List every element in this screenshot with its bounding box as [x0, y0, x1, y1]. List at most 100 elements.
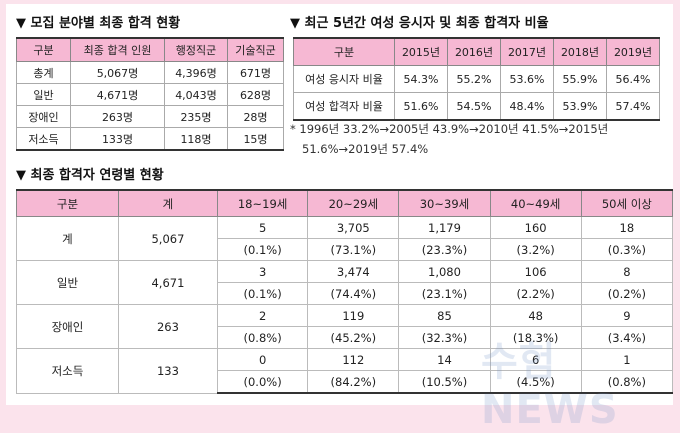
- table-header: 구분: [16, 37, 71, 62]
- count-cell: 0: [216, 348, 309, 371]
- history-note: * 1996년 33.2%→2005년 43.9%→2010년 41.5%→20…: [290, 119, 680, 159]
- table-cell: 55.9%: [553, 65, 607, 93]
- table-row: 계 5,067 5 3,705 1,179 160 18: [16, 216, 674, 261]
- table-cell: 여성 합격자 비율: [293, 92, 395, 121]
- count-cell: 48: [489, 304, 582, 327]
- section3-title: ▼ 최종 합격자 연령별 현황: [16, 168, 164, 183]
- table-header: 30~39세: [398, 189, 491, 217]
- pct-cell: (74.4%): [307, 282, 400, 305]
- row-total: 133: [117, 348, 219, 394]
- table-cell: 57.4%: [606, 92, 660, 121]
- pct-cell: (45.2%): [307, 326, 400, 349]
- count-cell: 9: [580, 304, 674, 327]
- table-row: 여성 합격자 비율 51.6% 54.5% 48.4% 53.9% 57.4%: [293, 92, 660, 121]
- table-cell: 53.9%: [553, 92, 607, 121]
- count-cell: 6: [489, 348, 582, 371]
- count-cell: 3,474: [307, 260, 400, 283]
- table-row: (0.0%) (84.2%) (10.5%) (4.5%) (0.8%): [17, 370, 674, 394]
- table-header: 구분: [16, 189, 119, 217]
- count-cell: 112: [307, 348, 400, 371]
- count-cell: 1,080: [398, 260, 491, 283]
- table-header: 40~49세: [489, 189, 582, 217]
- table-row: 장애인 263명 235명 28명: [16, 105, 284, 128]
- row-total: 263: [117, 304, 219, 349]
- table-cell: 263명: [70, 105, 165, 128]
- pct-cell: (0.0%): [216, 370, 309, 394]
- table-cell: 56.4%: [606, 65, 660, 93]
- table-header: 20~29세: [307, 189, 400, 217]
- pct-cell: (0.2%): [580, 282, 674, 305]
- pct-cell: (4.5%): [489, 370, 582, 394]
- table-row: (0.8%) (45.2%) (32.3%) (18.3%) (3.4%): [17, 326, 674, 349]
- table-header: 2015년: [394, 37, 448, 66]
- count-cell: 160: [489, 216, 582, 239]
- table-row: 일반 4,671명 4,043명 628명: [16, 83, 284, 106]
- row-total: 4,671: [117, 260, 219, 305]
- table-cell: 5,067명: [70, 61, 165, 84]
- note-line: 51.6%→2019년 57.4%: [302, 142, 429, 156]
- female-ratio-table: 구분 2015년 2016년 2017년 2018년 2019년 여성 응시자 …: [293, 37, 660, 121]
- table-cell: 일반: [16, 83, 71, 106]
- table-header: 2016년: [447, 37, 501, 66]
- count-cell: 1: [580, 348, 674, 371]
- table-header: 최종 합격 인원: [70, 37, 165, 62]
- table-cell: 54.5%: [447, 92, 501, 121]
- content-panel: ▼ 모집 분야별 최종 합격 현황 구분 최종 합격 인원 행정직군 기술직군 …: [6, 4, 674, 433]
- count-cell: 3,705: [307, 216, 400, 239]
- table-cell: 54.3%: [394, 65, 448, 93]
- table-row: (0.1%) (73.1%) (23.3%) (3.2%) (0.3%): [17, 238, 674, 261]
- pct-cell: (0.3%): [580, 238, 674, 261]
- pct-cell: (0.8%): [580, 370, 674, 394]
- table-cell: 53.6%: [500, 65, 554, 93]
- table-row: 장애인 263 2 119 85 48 9: [16, 304, 674, 349]
- table-cell: 4,671명: [70, 83, 165, 106]
- pct-cell: (18.3%): [489, 326, 582, 349]
- table-header: 50세 이상: [580, 189, 674, 217]
- pct-cell: (23.3%): [398, 238, 491, 261]
- count-cell: 119: [307, 304, 400, 327]
- table-cell: 55.2%: [447, 65, 501, 93]
- table-row: 일반 4,671 3 3,474 1,080 106 8: [16, 260, 674, 305]
- pct-cell: (10.5%): [398, 370, 491, 394]
- table-cell: 여성 응시자 비율: [293, 65, 395, 93]
- count-cell: 2: [216, 304, 309, 327]
- table-header: 2019년: [606, 37, 660, 66]
- table-row: 저소득 133명 118명 15명: [16, 127, 284, 151]
- table-cell: 4,396명: [164, 61, 228, 84]
- table-cell: 51.6%: [394, 92, 448, 121]
- section1-title: ▼ 모집 분야별 최종 합격 현황: [16, 16, 181, 31]
- recruit-field-table: 구분 최종 합격 인원 행정직군 기술직군 총계 5,067명 4,396명 6…: [16, 37, 284, 151]
- count-cell: 85: [398, 304, 491, 327]
- table-row: (0.1%) (74.4%) (23.1%) (2.2%) (0.2%): [17, 282, 674, 305]
- table-header: 2018년: [553, 37, 607, 66]
- count-cell: 8: [580, 260, 674, 283]
- table-cell: 저소득: [16, 127, 71, 151]
- row-label: 장애인: [16, 304, 119, 349]
- table-cell: 28명: [227, 105, 284, 128]
- pct-cell: (0.1%): [216, 282, 309, 305]
- pct-cell: (0.8%): [216, 326, 309, 349]
- table-header: 계: [117, 189, 219, 217]
- row-label: 계: [16, 216, 119, 261]
- table-header: 행정직군: [164, 37, 228, 62]
- table-cell: 48.4%: [500, 92, 554, 121]
- pct-cell: (0.1%): [216, 238, 309, 261]
- table-cell: 235명: [164, 105, 228, 128]
- table-cell: 15명: [227, 127, 284, 151]
- pct-cell: (32.3%): [398, 326, 491, 349]
- count-cell: 3: [216, 260, 309, 283]
- count-cell: 18: [580, 216, 674, 239]
- section2-title: ▼ 최근 5년간 여성 응시자 및 최종 합격자 비율: [290, 16, 549, 31]
- row-label: 저소득: [16, 348, 119, 394]
- row-label: 일반: [16, 260, 119, 305]
- table-header: 구분: [293, 37, 395, 66]
- table-header: 기술직군: [227, 37, 284, 62]
- note-line: * 1996년 33.2%→2005년 43.9%→2010년 41.5%→20…: [290, 122, 609, 136]
- count-cell: 1,179: [398, 216, 491, 239]
- count-cell: 5: [216, 216, 309, 239]
- row-total: 5,067: [117, 216, 219, 261]
- count-cell: 106: [489, 260, 582, 283]
- pct-cell: (84.2%): [307, 370, 400, 394]
- pct-cell: (2.2%): [489, 282, 582, 305]
- table-cell: 4,043명: [164, 83, 228, 106]
